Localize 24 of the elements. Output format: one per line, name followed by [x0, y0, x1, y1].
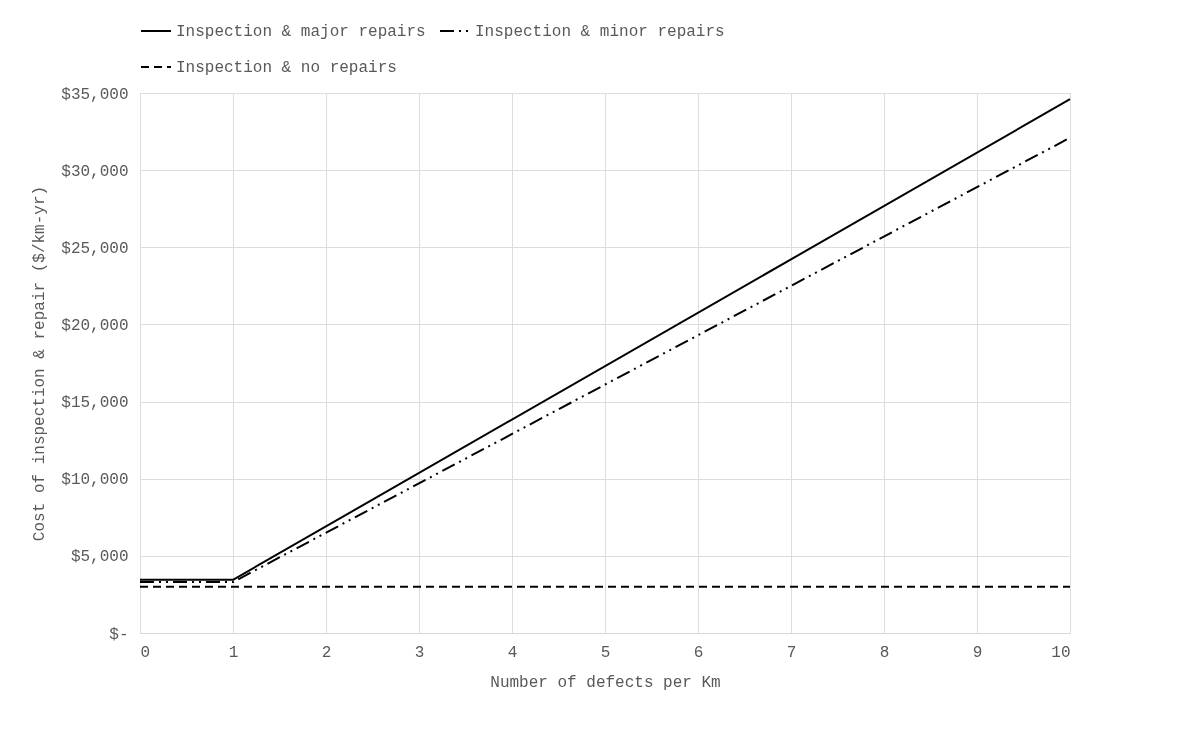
- x-tick-label: 9: [972, 643, 983, 662]
- y-tick-label: $35,000: [61, 85, 129, 104]
- legend-label: Inspection & major repairs: [176, 23, 426, 41]
- x-tick-label: 0: [140, 643, 151, 662]
- y-axis-title: Cost of inspection & repair ($/km-yr): [31, 185, 50, 542]
- y-tick-label: $-: [109, 625, 129, 644]
- x-tick-label: 3: [414, 643, 425, 662]
- y-tick-label: $25,000: [61, 239, 129, 258]
- x-tick-label: 10: [1051, 643, 1071, 662]
- x-tick-label: 6: [693, 643, 704, 662]
- y-tick-label: $15,000: [61, 394, 129, 413]
- y-tick-label: $30,000: [61, 162, 129, 181]
- y-tick-label: $10,000: [61, 471, 129, 490]
- y-tick-label: $20,000: [61, 316, 129, 335]
- y-tick-label: $5,000: [70, 548, 129, 567]
- x-tick-label: 2: [321, 643, 332, 662]
- legend-label: Inspection & minor repairs: [475, 23, 725, 41]
- x-tick-label: 4: [507, 643, 518, 662]
- x-tick-label: 7: [786, 643, 797, 662]
- x-tick-label: 1: [228, 643, 239, 662]
- legend-label: Inspection & no repairs: [176, 59, 397, 77]
- x-axis-title: Number of defects per Km: [490, 673, 721, 692]
- x-tick-label: 5: [600, 643, 611, 662]
- x-tick-label: 8: [879, 643, 890, 662]
